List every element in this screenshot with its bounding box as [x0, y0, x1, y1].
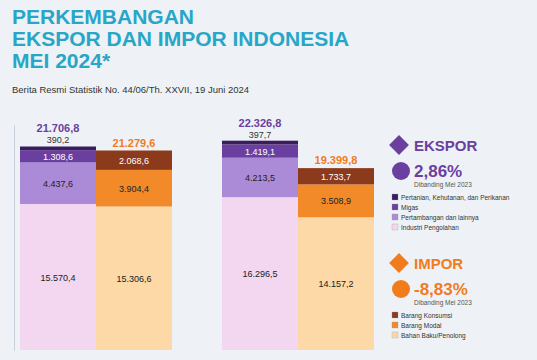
data-label: 14.157,2	[318, 279, 353, 289]
icon	[392, 162, 410, 180]
data-label: 15.570,4	[40, 273, 75, 283]
legend-entry: Pertanian, Kehutanan, dan Perikanan	[401, 194, 510, 201]
total-label: 19.399,8	[315, 154, 358, 166]
title: MEI 2024*	[12, 49, 111, 72]
data-label: 16.296,5	[242, 269, 277, 279]
y-axis	[14, 126, 15, 351]
bar-segment	[20, 150, 96, 162]
bar-segment	[96, 170, 172, 207]
icon	[389, 135, 409, 155]
total-label: 22.326,8	[239, 117, 282, 129]
bar-segment	[298, 217, 374, 350]
icon	[389, 253, 409, 273]
data-label: 397,7	[249, 130, 272, 140]
legend: EKSPOR 2,86%Dibanding Mei 2023 Pertanian, …	[389, 135, 510, 232]
bars	[20, 141, 374, 350]
legend-swatch	[392, 312, 398, 318]
legend-entry: Migas	[401, 204, 419, 212]
legend-swatch	[392, 214, 398, 220]
bar-segment	[96, 151, 172, 170]
legend-swatch	[392, 322, 398, 328]
data-label: 15.306,6	[116, 274, 151, 284]
annotation: Dibanding Mei 2023	[414, 299, 472, 307]
bar-segment	[20, 162, 96, 204]
data-label: 1.308,6	[43, 152, 73, 162]
annotation: Dibanding Mei 2023	[414, 181, 472, 189]
title: PERKEMBANGAN	[12, 5, 194, 28]
bar-segment	[222, 144, 298, 157]
axis-line	[14, 126, 15, 351]
bar-segment	[222, 197, 298, 350]
data-label: 4.437,6	[43, 179, 73, 189]
bar-segment	[222, 158, 298, 198]
legend-title: IMPOR	[414, 255, 463, 272]
legend-entry: Bahan Baku/Penolong	[401, 332, 466, 340]
infographic: PERKEMBANGANEKSPOR DAN IMPOR INDONESIAME…	[0, 0, 537, 360]
axis-line	[14, 126, 15, 351]
legend-title: EKSPOR	[414, 137, 478, 154]
data-label: 3.904,4	[119, 184, 149, 194]
data-label: 1.419,1	[245, 147, 275, 157]
legend-swatch	[392, 224, 398, 230]
legend-swatch	[392, 204, 398, 210]
legend-entry: Pertambangan dan lainnya	[401, 214, 479, 222]
background	[0, 0, 537, 360]
labels: 15.570,4 16.296,5 4.437,6 4.213,5 1.308,6 1.4…	[37, 117, 358, 289]
total-label: 21.706,8	[37, 122, 80, 134]
icon	[392, 280, 410, 298]
legend-swatch	[392, 194, 398, 200]
legend-entry: Industri Pengolahan	[401, 224, 459, 232]
y-axis	[14, 126, 15, 351]
total-label: 21.279,6	[113, 137, 156, 149]
title: EKSPOR DAN IMPOR INDONESIA	[12, 27, 349, 50]
data-label: 390,2	[47, 135, 70, 145]
data-label: 2.068,6	[119, 156, 149, 166]
bar-segment	[298, 184, 374, 217]
data-label: 3.508,9	[321, 196, 351, 206]
bar-segment	[222, 141, 298, 145]
bar-segment	[96, 207, 172, 350]
annotation: 2,86%	[414, 162, 462, 181]
bar-segment	[298, 168, 374, 184]
annotation: -8,83%	[414, 280, 468, 299]
legend: IMPOR -8,83%Dibanding Mei 2023 Barang Kons…	[389, 253, 472, 340]
subtitle: Berita Resmi Statistik No. 44/06/Th. XXV…	[12, 84, 249, 95]
legend-entry: Barang Konsumsi	[401, 312, 452, 320]
data-label: 1.733,7	[321, 172, 351, 182]
legend-entry: Barang Modal	[401, 322, 442, 330]
legend-swatch	[392, 332, 398, 338]
bar-segment	[20, 146, 96, 150]
data-label: 4.213,5	[245, 173, 275, 183]
bar-segment	[20, 204, 96, 350]
